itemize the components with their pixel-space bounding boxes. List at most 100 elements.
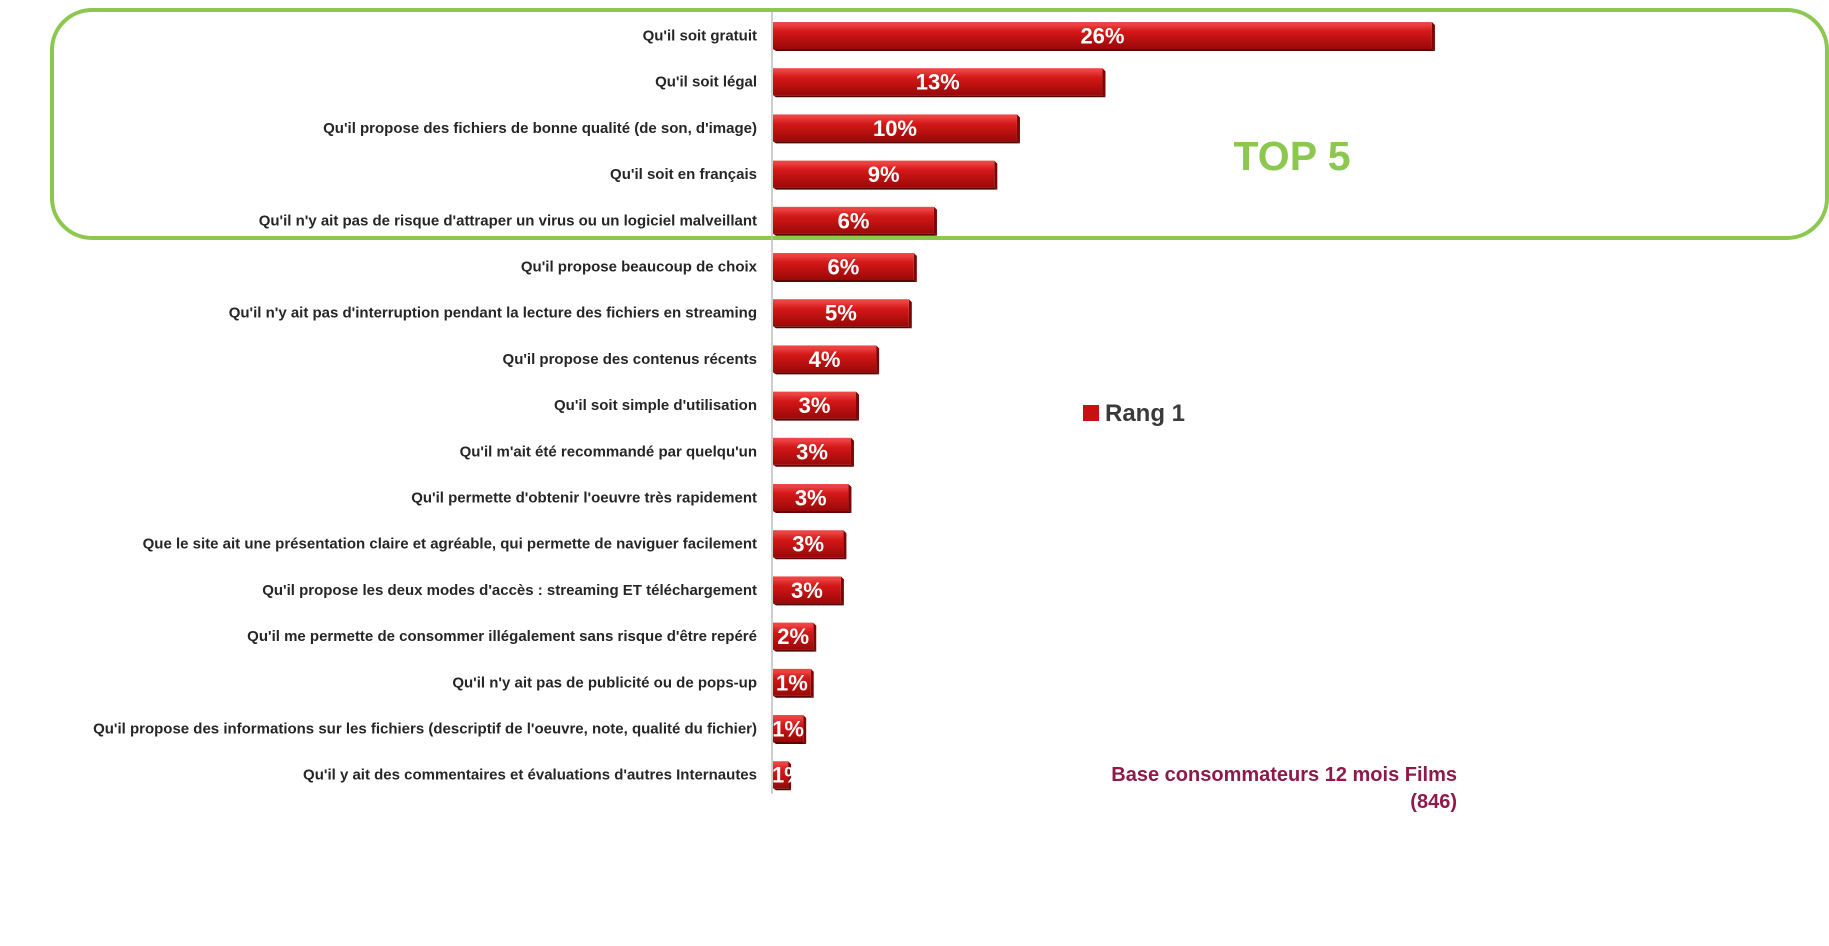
bar	[773, 345, 877, 373]
bar-right-face	[994, 160, 998, 190]
value-label: 1%	[772, 717, 804, 742]
bar-right-face	[850, 437, 854, 467]
base-note-line1: Base consommateurs 12 mois Films	[1111, 764, 1457, 786]
bar-right-face	[813, 622, 817, 652]
bar	[773, 22, 1432, 49]
bar-bottom-face	[773, 280, 917, 282]
bar	[773, 391, 856, 419]
legend-label: Rang 1	[1105, 400, 1185, 427]
bar-highlight	[774, 485, 848, 488]
bar-bottom-face	[773, 326, 912, 329]
value-label: 3%	[791, 578, 823, 603]
bar	[773, 668, 811, 696]
category-label: Qu'il propose beaucoup de choix	[521, 259, 758, 276]
bar-right-face	[810, 668, 814, 698]
value-label: 10%	[873, 116, 917, 141]
category-label: Qu'il n'y ait pas d'interruption pendant…	[229, 305, 757, 322]
bar	[773, 114, 1017, 142]
bar-bottom-face	[773, 233, 937, 236]
category-label: Qu'il permette d'obtenir l'oeuvre très r…	[411, 490, 757, 507]
category-label: Qu'il soit légal	[655, 74, 757, 91]
bar-highlight	[774, 346, 876, 350]
bar-right-face	[933, 206, 937, 236]
value-label: 1%	[776, 670, 808, 695]
value-label: 6%	[828, 255, 860, 280]
bar-bottom-face	[773, 511, 852, 513]
category-label: Qu'il propose des fichiers de bonne qual…	[323, 120, 757, 137]
category-label: Qu'il n'y ait pas de publicité ou de pop…	[452, 674, 757, 691]
bar	[773, 437, 851, 465]
bar-bottom-face	[773, 788, 792, 791]
bar	[773, 530, 844, 558]
value-label: 3%	[796, 439, 828, 464]
bar-bottom-face	[773, 49, 1435, 51]
bar-right-face	[876, 345, 880, 375]
bar-highlight	[774, 161, 994, 165]
bar-highlight	[774, 23, 1431, 26]
value-label: 3%	[799, 393, 831, 418]
bar-highlight	[774, 669, 810, 673]
bar-bottom-face	[773, 95, 1106, 98]
bar-highlight	[774, 300, 908, 304]
bar-right-face	[840, 576, 844, 606]
value-label: 3%	[795, 486, 827, 511]
bar-bottom-face	[773, 187, 998, 190]
bar	[773, 253, 914, 280]
bar	[773, 484, 849, 511]
value-label: 2%	[777, 624, 809, 649]
value-label: 5%	[825, 301, 857, 326]
bar-highlight	[774, 623, 813, 627]
bar-bottom-face	[773, 557, 847, 560]
bar-highlight	[774, 69, 1102, 73]
bar	[773, 68, 1103, 96]
category-label: Qu'il propose des informations sur les f…	[93, 721, 757, 738]
bar-highlight	[774, 438, 850, 442]
bar	[773, 206, 934, 234]
category-label: Qu'il soit simple d'utilisation	[554, 397, 757, 414]
category-label: Qu'il me permette de consommer illégalem…	[247, 628, 757, 645]
bar-right-face	[1431, 22, 1435, 51]
bar-bottom-face	[773, 464, 854, 467]
category-label: Qu'il m'ait été recommandé par quelqu'un	[460, 443, 757, 460]
bar	[773, 160, 995, 188]
category-label: Que le site ait une présentation claire …	[143, 536, 757, 553]
category-label: Qu'il soit en français	[610, 166, 757, 183]
top5-label: TOP 5	[1234, 133, 1351, 179]
bar-right-face	[803, 715, 807, 744]
value-label: 6%	[838, 208, 870, 233]
bar-bottom-face	[773, 141, 1020, 144]
bars-layer: Qu'il soit gratuit 26% Qu'il soit légal 13%…	[93, 22, 1435, 791]
top5-highlight-box	[50, 8, 1829, 240]
bar-highlight	[774, 762, 788, 766]
bar	[773, 715, 804, 742]
bar-right-face	[908, 299, 912, 329]
value-label: 26%	[1080, 24, 1124, 49]
bar-bottom-face	[773, 695, 814, 698]
bar-highlight	[774, 392, 855, 396]
bar-right-face	[843, 530, 847, 560]
bar-right-face	[848, 484, 852, 513]
category-label: Qu'il n'y ait pas de risque d'attraper u…	[259, 212, 757, 229]
bar	[773, 576, 841, 604]
bar	[773, 761, 789, 789]
bar-highlight	[774, 115, 1016, 119]
value-label: 9%	[868, 162, 900, 187]
category-label: Qu'il propose des contenus récents	[503, 351, 757, 368]
bar-highlight	[774, 716, 803, 719]
bar	[773, 299, 909, 327]
value-label: 13%	[916, 70, 960, 95]
bar-right-face	[1102, 68, 1106, 98]
bar-highlight	[774, 531, 843, 535]
bar-highlight	[774, 577, 840, 581]
bar-bottom-face	[773, 418, 859, 421]
bar	[773, 622, 814, 650]
legend-swatch	[1083, 405, 1099, 421]
legend: Rang 1	[1083, 400, 1185, 427]
value-label: 4%	[809, 347, 841, 372]
bar-right-face	[855, 391, 859, 421]
value-label: 3%	[792, 532, 824, 557]
bar-right-face	[913, 253, 917, 282]
bar-bottom-face	[773, 742, 807, 744]
category-label: Qu'il propose les deux modes d'accès : s…	[262, 582, 757, 599]
